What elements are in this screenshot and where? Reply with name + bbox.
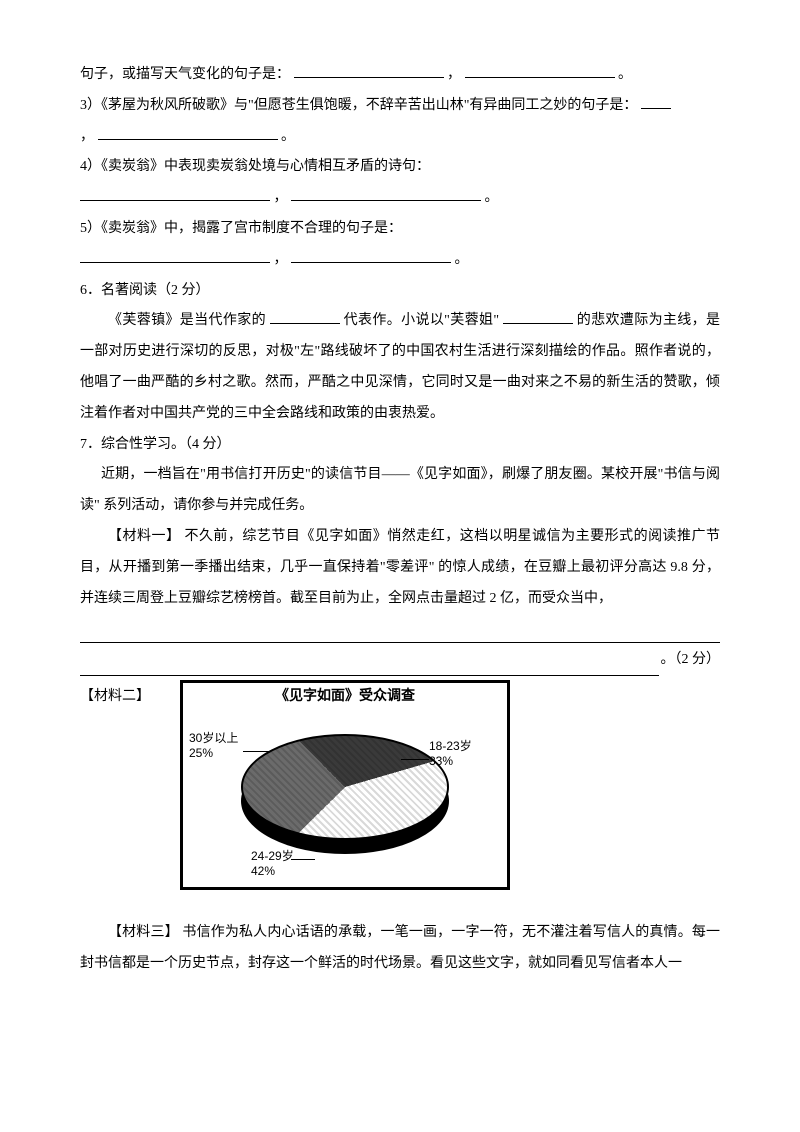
q4-blanks: ， 。 (80, 183, 720, 214)
q5-period: 。 (455, 252, 469, 267)
pie-top (241, 734, 449, 840)
q7-mat3: 【材料三】 书信作为私人内心话语的承载，一笔一画，一字一符，无不灌注着写信人的真… (80, 918, 720, 980)
q5-blank1 (80, 262, 270, 263)
q6-b: 代表作。小说以"芙蓉姐" (344, 313, 499, 328)
q3-comma: ， (80, 129, 94, 144)
q7-mat1: 【材料一】 不久前，综艺节目《见字如面》悄然走红，这档以明星诚信为主要形式的阅读… (80, 522, 720, 614)
q4-text: 4）《卖炭翁》中表现卖炭翁处境与心情相互矛盾的诗句： (80, 152, 720, 183)
q7-title: 7．综合性学习。（4 分） (80, 430, 720, 461)
q2-blank2 (465, 77, 615, 78)
chart-title: 《见字如面》受众调查 (191, 687, 499, 707)
pie-3d (241, 734, 449, 854)
lead-line (401, 759, 429, 761)
q6-a: 《芙蓉镇》是当代作家的 (108, 313, 266, 328)
q2-line: 句子，或描写天气变化的句子是： ， 。 (80, 60, 720, 91)
q4-blank1 (80, 200, 270, 201)
lead-line (243, 751, 271, 753)
pie-area: 18-23岁33% 30岁以上25% 24-29岁42% (191, 709, 499, 879)
audience-chart: 《见字如面》受众调查 18-23岁33% 30岁以上25% 24-29岁42% (180, 680, 510, 890)
q6-c: 的悲欢遭际为主线，是一部对历史进行深切的反思，对极"左"路线破坏了的中国农村生活… (80, 313, 720, 420)
q5-text: 5）《卖炭翁》中，揭露了宫市制度不合理的句子是： (80, 214, 720, 245)
mat1-tail: 。（2 分） (659, 645, 721, 676)
chart-label: 24-29岁42% (251, 849, 294, 880)
q7-intro: 近期，一档旨在"用书信打开历史"的读信节目——《见字如面》，刷爆了朋友圈。某校开… (80, 460, 720, 522)
q5-blank2 (291, 262, 451, 263)
answer-line-2: 。（2 分） (80, 645, 720, 676)
mat2-label: 【材料二】 (80, 680, 150, 713)
q6-blank2 (503, 323, 573, 324)
q3-line2: ， 。 (80, 122, 720, 153)
q5-blanks: ， 。 (80, 245, 720, 276)
q3-blank2 (98, 139, 278, 140)
answer-line-1 (80, 614, 720, 643)
q3-blank1 (641, 108, 671, 109)
q2-comma: ， (447, 67, 461, 82)
q3-line: 3）《茅屋为秋风所破歌》与"但愿苍生俱饱暖，不辞辛苦出山林"有异曲同工之妙的句子… (80, 91, 720, 122)
mat3-label: 【材料三】 (108, 925, 179, 940)
q2-prefix: 句子，或描写天气变化的句子是： (80, 67, 290, 82)
q5-comma: ， (274, 252, 288, 267)
q4-blank2 (291, 200, 481, 201)
q2-period: 。 (618, 67, 632, 82)
chart-label: 18-23岁33% (429, 739, 472, 770)
q6-body: 《芙蓉镇》是当代作家的 代表作。小说以"芙蓉姐" 的悲欢遭际为主线，是一部对历史… (80, 306, 720, 429)
q2-blank1 (294, 77, 444, 78)
mat1-label: 【材料一】 (108, 529, 180, 544)
lead-line (291, 859, 315, 861)
q6-title: 6．名著阅读（2 分） (80, 276, 720, 307)
page: 句子，或描写天气变化的句子是： ， 。 3）《茅屋为秋风所破歌》与"但愿苍生俱饱… (0, 0, 800, 1132)
q3-period: 。 (281, 129, 295, 144)
q3-text: 3）《茅屋为秋风所破歌》与"但愿苍生俱饱暖，不辞辛苦出山林"有异曲同工之妙的句子… (80, 98, 637, 113)
q6-blank1 (270, 323, 340, 324)
chart-label: 30岁以上25% (189, 731, 238, 762)
q4-comma: ， (274, 190, 288, 205)
q4-period: 。 (485, 190, 499, 205)
